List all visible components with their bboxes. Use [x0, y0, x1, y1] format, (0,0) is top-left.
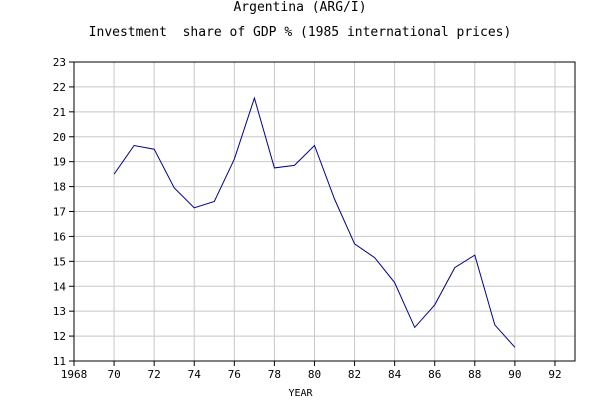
x-tick-label: 80: [308, 368, 321, 381]
x-tick-label: 76: [228, 368, 241, 381]
chart-subtitle: Investment share of GDP % (1985 internat…: [88, 25, 512, 40]
y-tick-label: 18: [53, 181, 66, 194]
y-tick-label: 17: [53, 206, 66, 219]
y-tick-label: 15: [53, 255, 66, 268]
y-tick-label: 13: [53, 305, 66, 318]
y-axis-ticks: 11 12 13 14 15 16 17 18 19 20 21 22 23: [53, 56, 74, 368]
y-tick-label: 12: [53, 330, 66, 343]
series-layer: [113, 96, 516, 348]
x-tick-label: 90: [508, 368, 521, 381]
x-tick-label: 82: [348, 368, 361, 381]
y-tick-label: 20: [53, 131, 66, 144]
y-tick-label: 19: [53, 156, 66, 169]
x-tick-label: 84: [388, 368, 402, 381]
grid-lines: [73, 61, 575, 362]
y-tick-label: 22: [53, 81, 66, 94]
series-line: [113, 96, 516, 348]
x-tick-label: 86: [428, 368, 441, 381]
x-axis-label: YEAR: [288, 388, 313, 399]
y-tick-label: 21: [53, 106, 66, 119]
x-tick-label: 72: [148, 368, 161, 381]
chart-title: Argentina (ARG/I): [233, 0, 367, 15]
x-axis-ticks: 1968 70 72 74 76 78 80 82 84 86 88 90 92: [61, 361, 562, 381]
x-tick-label: 92: [548, 368, 561, 381]
x-tick-label: 78: [268, 368, 281, 381]
x-tick-label: 1968: [61, 368, 88, 381]
y-tick-label: 14: [53, 280, 67, 293]
y-tick-label: 16: [53, 230, 66, 243]
y-tick-label: 11: [53, 355, 66, 368]
x-tick-label: 74: [188, 368, 202, 381]
x-tick-label: 88: [468, 368, 481, 381]
y-tick-label: 23: [53, 56, 66, 69]
x-tick-label: 70: [107, 368, 120, 381]
